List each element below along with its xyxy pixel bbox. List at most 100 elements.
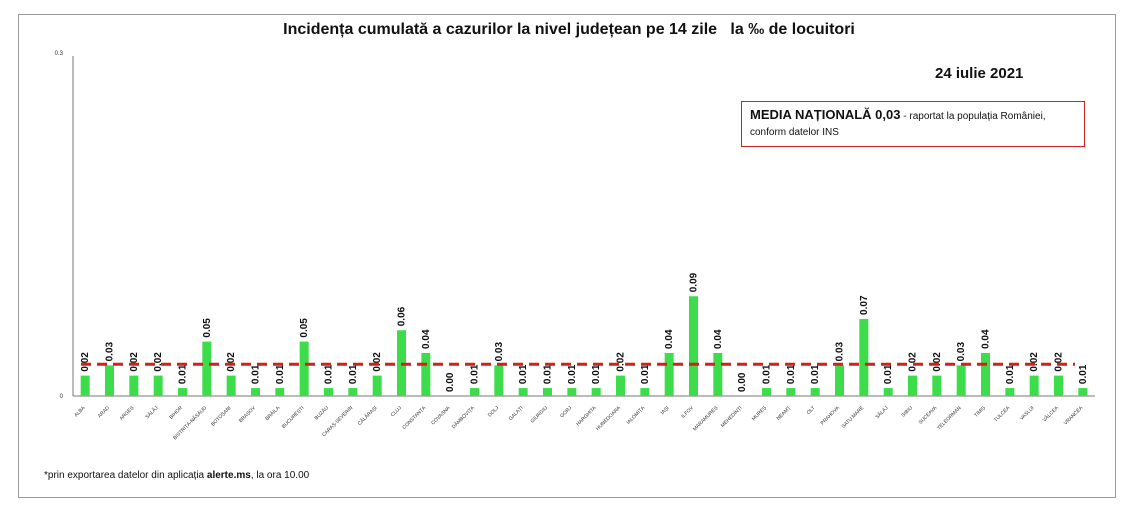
category-label: BIHOR: [168, 405, 184, 421]
category-label: SUCEAVA: [918, 405, 939, 426]
data-label: 0.02: [1054, 352, 1065, 372]
category-label: ARGEȘ: [119, 405, 136, 422]
data-label: 0.01: [251, 364, 262, 384]
bar: [494, 365, 504, 396]
category-label: NEAMȚ: [776, 405, 793, 422]
category-label: BUCUREȘTI: [281, 405, 306, 430]
bar: [299, 341, 309, 396]
category-label: IALOMIȚA: [625, 405, 646, 426]
category-label: HUNEDOARA: [595, 405, 622, 432]
data-label: 0.04: [664, 329, 675, 349]
bar: [226, 375, 236, 396]
category-label: SĂLĂJ: [144, 404, 160, 420]
category-label: MARAMUREȘ: [692, 405, 720, 433]
category-label: ILFOV: [680, 405, 695, 420]
bar: [1078, 388, 1088, 396]
data-label: 0.01: [640, 364, 651, 384]
category-label: CONSTANȚA: [401, 405, 427, 431]
national-average-box: MEDIA NAȚIONALĂ 0,03 - raportat la popul…: [741, 101, 1085, 147]
data-label: 0.03: [494, 341, 505, 361]
category-label: GIURGIU: [530, 405, 550, 425]
data-label: 0.04: [981, 329, 992, 349]
bar: [1005, 388, 1015, 396]
data-label: 0.00: [445, 372, 456, 392]
bar: [518, 388, 528, 396]
data-label: 0.01: [810, 364, 821, 384]
data-label: 0.01: [178, 364, 189, 384]
data-label: 0.07: [859, 295, 870, 315]
bar: [348, 388, 358, 396]
data-label: 0.02: [129, 352, 140, 372]
data-label: 0.01: [543, 364, 554, 384]
category-label: OLT: [806, 405, 817, 416]
data-label: 0.02: [908, 352, 919, 372]
data-label: 0.02: [932, 352, 943, 372]
data-label: 0.06: [397, 306, 408, 326]
bar: [835, 365, 844, 396]
bar: [251, 388, 260, 396]
chart-date: 24 iulie 2021: [935, 65, 1024, 82]
bar: [1054, 375, 1063, 396]
data-label: 0.00: [737, 372, 748, 392]
category-label: IAȘI: [660, 405, 671, 416]
category-label: SIBIU: [900, 405, 914, 419]
data-label: 0.01: [324, 364, 335, 384]
data-label: 0.02: [616, 352, 627, 372]
category-label: CĂLĂRAȘI: [356, 404, 378, 426]
y-tick-label: 0: [60, 394, 64, 400]
category-label: PRAHOVA: [820, 405, 842, 427]
bar: [543, 388, 552, 396]
bar: [786, 388, 796, 396]
data-label: 0.01: [883, 364, 894, 384]
bar: [883, 388, 893, 396]
category-label: VASLUI: [1019, 405, 1036, 422]
bar: [372, 375, 382, 396]
bar: [981, 352, 990, 396]
bar: [932, 375, 942, 396]
data-label: 0.02: [226, 352, 237, 372]
data-label: 0.03: [956, 341, 967, 361]
category-label: SATU MARE: [841, 405, 866, 430]
data-label: 0.02: [153, 352, 164, 372]
footnote: *prin exportarea datelor din aplicația a…: [44, 470, 309, 481]
data-label: 0.02: [1029, 352, 1040, 372]
bar: [616, 375, 625, 396]
data-label: 0.01: [567, 364, 578, 384]
data-label: 0.01: [470, 364, 481, 384]
data-label: 0.04: [421, 329, 432, 349]
category-label: TIMIȘ: [973, 405, 987, 419]
category-label: COVASNA: [430, 405, 452, 427]
data-label: 0.03: [835, 341, 846, 361]
national-average-note: - raportat la populația României,: [900, 111, 1046, 122]
bar: [908, 375, 917, 396]
category-label: DÂMBOVIȚA: [450, 404, 476, 430]
bar: [956, 365, 966, 396]
bar: [859, 318, 869, 396]
data-label: 0.02: [372, 352, 383, 372]
category-label: BOTOȘANI: [210, 405, 232, 427]
data-label: 0.01: [762, 364, 773, 384]
bar: [810, 388, 820, 396]
bar: [591, 388, 601, 396]
bar: [275, 388, 285, 396]
bar: [421, 352, 431, 396]
data-label: 0.01: [518, 364, 529, 384]
bar: [762, 388, 771, 396]
data-label: 0.03: [105, 341, 116, 361]
national-average-source: conform datelor INS: [750, 127, 839, 138]
data-label: 0.04: [713, 329, 724, 349]
data-label: 0.01: [1005, 364, 1016, 384]
y-tick-label: 0.3: [55, 51, 64, 57]
chart-title: Incidența cumulată a cazurilor la nivel …: [283, 21, 855, 38]
national-average-label: MEDIA NAȚIONALĂ 0,03: [750, 107, 901, 122]
footnote-prefix: *prin exportarea datelor din aplicația: [44, 470, 207, 481]
data-label: 0.05: [202, 318, 213, 338]
bar: [153, 375, 163, 396]
data-label: 0.05: [299, 318, 310, 338]
category-label: TULCEA: [993, 405, 1012, 424]
category-label: VRANCEA: [1063, 405, 1085, 427]
bar: [105, 365, 114, 396]
bar: [470, 388, 479, 396]
category-label: SĂLAJ: [874, 404, 890, 420]
